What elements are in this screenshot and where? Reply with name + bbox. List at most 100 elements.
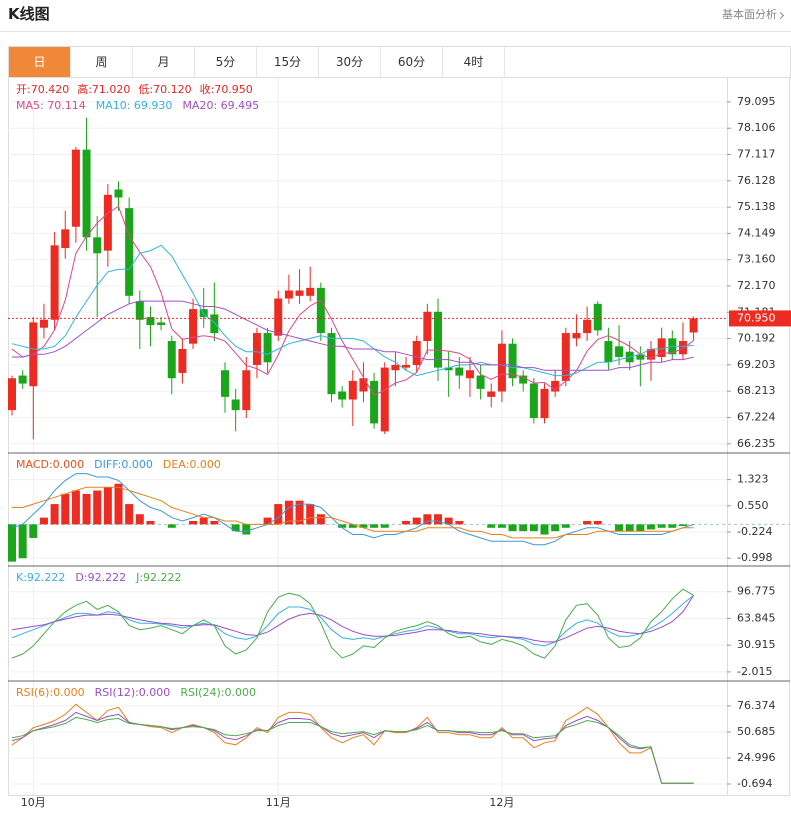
macd-bar [444, 517, 453, 525]
macd-bar [274, 504, 283, 525]
macd-bar [199, 517, 208, 525]
period-tab[interactable]: 60分 [381, 47, 443, 77]
y-tick-label: -2.015 [737, 665, 772, 678]
candle-body [167, 341, 176, 379]
y-tick-label: 79.095 [737, 95, 776, 108]
macd-bar [561, 524, 570, 528]
macd-bar [615, 524, 624, 532]
candle-body [93, 237, 102, 254]
macd-bar [551, 524, 560, 532]
last-price-label: 70.950 [737, 311, 776, 324]
macd-bar [434, 514, 442, 525]
candle-body [146, 317, 155, 326]
candle-body [529, 383, 538, 419]
macd-bar [412, 517, 421, 525]
legend-entry: RSI(12):0.000 [95, 686, 171, 699]
candle-body [689, 318, 698, 333]
macd-bar [189, 521, 198, 525]
candle-body [625, 351, 634, 363]
period-tab[interactable]: 30分 [319, 47, 381, 77]
macd-bar [82, 493, 91, 525]
candle-body [380, 367, 389, 432]
macd-bar [636, 524, 645, 532]
macd-bar [338, 524, 347, 528]
y-tick-label: -0.224 [737, 525, 772, 538]
period-tab[interactable]: 周 [71, 47, 133, 77]
macd-bar [402, 521, 411, 525]
legend-entry: DEA:0.000 [163, 458, 221, 471]
candle-body [434, 311, 442, 368]
x-tick-label: 12月 [489, 796, 514, 809]
macd-bar [18, 524, 27, 559]
y-tick-label: 96.775 [737, 585, 776, 598]
candle-body [540, 388, 549, 419]
y-tick-label: 73.160 [737, 253, 776, 266]
candle-body [636, 354, 645, 360]
macd-bar [519, 524, 528, 532]
y-tick-label: 0.550 [737, 499, 769, 512]
candle-body [18, 375, 27, 384]
legend-entry: MA5: 70.114 [16, 99, 86, 112]
y-tick-label: -0.694 [737, 777, 772, 790]
x-tick-label: 11月 [266, 796, 291, 809]
macd-bar [316, 514, 325, 525]
divider [0, 31, 791, 32]
period-tab[interactable]: 5分 [195, 47, 257, 77]
candle-body [306, 287, 315, 296]
candle-body [284, 290, 293, 299]
macd-bar [125, 504, 134, 525]
indicator-line [11, 595, 694, 647]
indicator-line [11, 473, 694, 546]
y-tick-label: 63.845 [737, 611, 776, 624]
legend-entry: RSI(6):0.000 [16, 686, 85, 699]
candle-body [263, 333, 272, 363]
y-tick-label: 74.149 [737, 226, 776, 239]
indicator-line [11, 716, 694, 784]
candle-body [178, 348, 187, 373]
macd-bar [359, 524, 368, 528]
period-tab[interactable]: 15分 [257, 47, 319, 77]
candle-body [231, 399, 240, 411]
macd-bar [668, 524, 677, 528]
candle-body [391, 364, 400, 371]
candle-body [338, 391, 347, 400]
candle-body [274, 298, 283, 336]
legend-entry: D:92.222 [75, 571, 126, 584]
macd-bar [231, 524, 240, 532]
candle-body [370, 380, 379, 424]
candle-body [8, 378, 16, 411]
period-tabs: 日周月 5分 15分 30分 60分 4时 [8, 46, 791, 78]
indicator-line [12, 300, 694, 371]
candle-body [316, 287, 325, 334]
candle-body [508, 343, 517, 379]
candle-body [252, 333, 261, 365]
macd-bar [8, 524, 16, 562]
candle-body [604, 341, 613, 363]
macd-bar [93, 490, 102, 525]
y-tick-label: 68.213 [737, 384, 776, 397]
period-tab[interactable]: 4时 [443, 47, 505, 77]
candle-body [668, 338, 677, 355]
indicator-line [11, 588, 694, 659]
macd-bar [423, 514, 432, 525]
fundamental-link[interactable]: 基本面分析 [722, 6, 783, 22]
candle-body [359, 378, 368, 392]
y-tick-label: 75.138 [737, 200, 776, 213]
candle-body [455, 367, 464, 376]
y-tick-label: 66.235 [737, 437, 776, 450]
period-tab[interactable]: 日 [9, 47, 71, 77]
macd-bar [71, 490, 80, 525]
macd-bar [114, 483, 123, 525]
candle-body [157, 322, 166, 326]
candle-body [210, 314, 219, 334]
candle-body [71, 149, 80, 227]
y-tick-label: 76.374 [737, 699, 776, 712]
candle-body [657, 338, 666, 357]
candle-body [583, 319, 592, 334]
period-tab[interactable]: 月 [133, 47, 195, 77]
macd-bar [678, 524, 687, 527]
indicator-line [12, 486, 694, 539]
y-tick-label: 30.915 [737, 638, 776, 651]
y-tick-label: 69.203 [737, 358, 776, 371]
